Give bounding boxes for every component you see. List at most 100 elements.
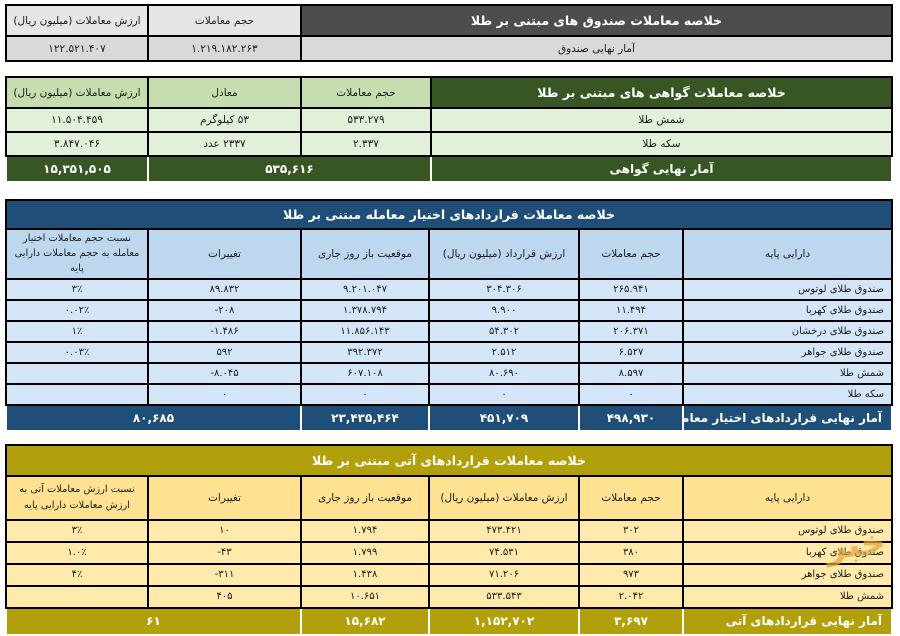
certificates-summary-table: خلاصه معاملات گواهی های مبتنی بر طلا حجم…	[5, 76, 893, 183]
cell-open-positions: ۱.۷۹۹	[300, 540, 430, 565]
cell-value: ۳.۸۴۷.۰۴۶	[5, 131, 149, 157]
options-title-row: خلاصه معاملات قراردادهای اختیار معامله م…	[4, 199, 894, 230]
cell-volume: ۲.۰۴۲	[578, 584, 684, 609]
certificates-col-equivalent: معادل	[147, 76, 302, 109]
cell-value: ۴۷۳.۴۲۱	[428, 518, 580, 543]
futures-col-open-positions: موقعیت باز روز جاری	[300, 474, 430, 521]
funds-header-row: خلاصه معاملات صندوق های مبتنی بر طلا حجم…	[5, 4, 893, 37]
cell-value: ۳۰۴.۳۰۶	[428, 277, 580, 301]
certificates-total-value: ۱۵,۳۵۱,۵۰۵	[5, 155, 149, 183]
cell-volume: ۲.۳۳۷	[300, 131, 432, 157]
cell-changes: ۵۹۲	[147, 340, 302, 364]
cell-value: ۸۰.۶۹۰	[428, 361, 580, 385]
spacer	[7, 62, 893, 76]
cell-equivalent: ۲۳۳۷ عدد	[147, 131, 302, 157]
options-total-volume: ۴۹۸,۹۳۰	[578, 403, 684, 432]
options-total-label: آمار نهایی قراردادهای اختیار معامله	[682, 403, 893, 432]
cell-asset: صندوق طلای جواهر	[682, 562, 893, 587]
cell-open-positions: ۳۹۲.۳۷۲	[300, 340, 430, 364]
cell-volume: ۲۰۶.۳۷۱	[578, 319, 684, 343]
options-col-value: ارزش قرارداد (میلیون ریال)	[428, 228, 580, 280]
cell-asset: صندوق طلای لوتوس	[682, 277, 893, 301]
cell-open-positions: ۶۰۷.۱۰۸	[300, 361, 430, 385]
futures-col-volume: حجم معاملات	[578, 474, 684, 521]
cell-value: ۹.۹۰۰	[428, 298, 580, 322]
certificates-header-row: خلاصه معاملات گواهی های مبتنی بر طلا حجم…	[5, 76, 893, 109]
futures-col-ratio: نسبت ارزش معاملات آتی به ارزش معاملات دا…	[4, 474, 150, 521]
funds-total-value: ۱۲۲.۵۲۱.۴۰۷	[5, 35, 149, 62]
cell-ratio: ۰.۰۲٪	[4, 298, 150, 322]
cell-asset: شمش طلا	[682, 584, 893, 609]
funds-table-title: خلاصه معاملات صندوق های مبتنی بر طلا	[300, 4, 893, 37]
options-summary-table: خلاصه معاملات قراردادهای اختیار معامله م…	[4, 199, 894, 432]
futures-total-value: ۱,۱۵۲,۷۰۲	[428, 606, 580, 636]
certificates-total-volume: ۵۳۵,۶۱۶	[147, 155, 432, 183]
options-total-row: آمار نهایی قراردادهای اختیار معامله ۴۹۸,…	[4, 403, 893, 432]
cell-changes: ۱۰	[147, 518, 302, 543]
funds-summary-table: خلاصه معاملات صندوق های مبتنی بر طلا حجم…	[5, 4, 893, 62]
cell-changes: ۸۹.۸۳۲	[147, 277, 302, 301]
cell-value: ۰	[428, 382, 580, 406]
cell-value: ۲.۵۱۲	[428, 340, 580, 364]
futures-title-row: خلاصه معاملات قراردادهای آتی مبتنی بر طل…	[4, 443, 894, 477]
options-total-value: ۴۵۱,۷۰۹	[428, 403, 580, 432]
options-col-open-positions: موقعیت باز روز جاری	[300, 228, 430, 280]
funds-col-value: ارزش معاملات (میلیون ریال)	[5, 4, 149, 37]
funds-total-label: آمار نهایی صندوق	[300, 35, 893, 62]
table-row: صندوق طلای درخشان ۲۰۶.۳۷۱ ۵۴.۳۰۲ ۱۱.۸۵۶.…	[4, 319, 893, 343]
certificates-table-title: خلاصه معاملات گواهی های مبتنی بر طلا	[430, 76, 893, 109]
table-row: سکه طلا ۲.۳۳۷ ۲۳۳۷ عدد ۳.۸۴۷.۰۴۶	[5, 131, 893, 157]
cell-asset: شمش طلا	[430, 107, 893, 133]
cell-asset: صندوق طلای کهربا	[682, 298, 893, 322]
cell-asset: صندوق طلای لوتوس	[682, 518, 893, 543]
options-col-ratio: نسبت حجم معاملات اختیار معامله به حجم مع…	[4, 228, 150, 280]
table-row: صندوق طلای کهربا ۳۸۰ ۷۴.۵۳۱ ۱.۷۹۹ -۴۳ ۱.…	[4, 540, 893, 565]
funds-total-volume: ۱.۲۱۹.۱۸۲.۲۶۳	[147, 35, 302, 62]
cell-ratio: ۳٪	[4, 277, 150, 301]
cell-volume: ۱۱.۴۹۴	[578, 298, 684, 322]
spacer	[7, 183, 893, 199]
futures-col-value: ارزش معاملات (میلیون ریال)	[428, 474, 580, 521]
cell-open-positions: ۱.۴۳۸	[300, 562, 430, 587]
cell-ratio: ۱٪	[4, 319, 150, 343]
certificates-total-row: آمار نهایی گواهی ۵۳۵,۶۱۶ ۱۵,۳۵۱,۵۰۵	[5, 155, 893, 183]
futures-header-row: دارایی پایه حجم معاملات ارزش معاملات (می…	[4, 474, 893, 521]
futures-total-row: آمار نهایی قراردادهای آتی ۳,۶۹۷ ۱,۱۵۲,۷۰…	[4, 606, 893, 636]
cell-volume: ۶.۵۲۷	[578, 340, 684, 364]
cell-value: ۷۱.۲۰۶	[428, 562, 580, 587]
table-row: شمش طلا ۲.۰۴۲ ۵۳۳.۵۴۳ ۱۰.۶۵۱ ۴۰۵	[4, 584, 893, 609]
options-total-changes: ۸۰,۶۸۵	[4, 403, 303, 432]
cell-volume: ۰	[578, 382, 684, 406]
cell-asset: صندوق طلای درخشان	[682, 319, 893, 343]
cell-volume: ۳۰۲	[578, 518, 684, 543]
cell-value: ۷۴.۵۳۱	[428, 540, 580, 565]
cell-changes: -۴۳	[147, 540, 302, 565]
options-col-volume: حجم معاملات	[578, 228, 684, 280]
cell-changes: ۴۰۵	[147, 584, 302, 609]
cell-ratio: ۴٪	[4, 562, 150, 587]
cell-changes: -۱.۴۸۶	[147, 319, 302, 343]
funds-col-volume: حجم معاملات	[147, 4, 302, 37]
futures-total-open-positions: ۱۵,۶۸۲	[300, 606, 430, 636]
funds-total-row: آمار نهایی صندوق ۱.۲۱۹.۱۸۲.۲۶۳ ۱۲۲.۵۲۱.۴…	[5, 35, 893, 62]
cell-asset: شمش طلا	[682, 361, 893, 385]
cell-volume: ۹۷۳	[578, 562, 684, 587]
cell-equivalent: ۵۳ کیلوگرم	[147, 107, 302, 133]
cell-volume: ۲۶۵.۹۴۱	[578, 277, 684, 301]
cell-ratio	[4, 382, 150, 406]
futures-table-title: خلاصه معاملات قراردادهای آتی مبتنی بر طل…	[4, 443, 894, 477]
futures-summary-table: خلاصه معاملات قراردادهای آتی مبتنی بر طل…	[4, 443, 894, 636]
certificates-col-volume: حجم معاملات	[300, 76, 432, 109]
table-row: شمش طلا ۸.۵۹۷ ۸۰.۶۹۰ ۶۰۷.۱۰۸ -۸.۰۴۵	[4, 361, 893, 385]
cell-open-positions: ۱.۷۹۴	[300, 518, 430, 543]
certificates-total-label: آمار نهایی گواهی	[430, 155, 893, 183]
spacer	[7, 432, 893, 444]
certificates-col-value: ارزش معاملات (میلیون ریال)	[5, 76, 149, 109]
cell-volume: ۸.۵۹۷	[578, 361, 684, 385]
futures-total-label: آمار نهایی قراردادهای آتی	[682, 606, 893, 636]
options-total-open-positions: ۲۳,۴۳۵,۴۶۴	[300, 403, 430, 432]
cell-volume: ۳۸۰	[578, 540, 684, 565]
table-row: شمش طلا ۵۳۳.۲۷۹ ۵۳ کیلوگرم ۱۱.۵۰۴.۴۵۹	[5, 107, 893, 133]
options-header-row: دارایی پایه حجم معاملات ارزش قرارداد (می…	[4, 228, 893, 280]
futures-total-changes: ۶۱	[4, 606, 303, 636]
